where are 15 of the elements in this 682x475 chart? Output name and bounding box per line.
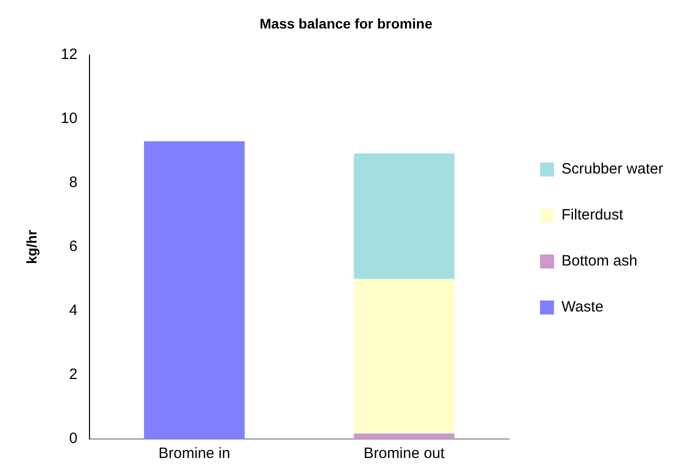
x-tick-label: Bromine in	[158, 445, 230, 462]
y-axis-title: kg/hr	[23, 229, 40, 264]
legend-label: Waste	[562, 298, 604, 316]
y-tick-label: 8	[69, 174, 78, 192]
y-tick-label: 12	[60, 46, 78, 63]
y-tick-label: 2	[69, 366, 78, 384]
chart-title: Mass balance for bromine	[260, 15, 433, 32]
x-tick-label: Bromine out	[364, 445, 446, 462]
y-tick-label: 4	[69, 302, 78, 320]
y-tick-label: 10	[60, 110, 78, 127]
legend-label: Bottom ash	[562, 252, 638, 270]
y-tick-label: 6	[69, 238, 78, 256]
y-tick-label: 0	[69, 430, 78, 448]
legend-label: Scrubber water	[562, 160, 664, 178]
legend-label: Filterdust	[562, 206, 624, 224]
